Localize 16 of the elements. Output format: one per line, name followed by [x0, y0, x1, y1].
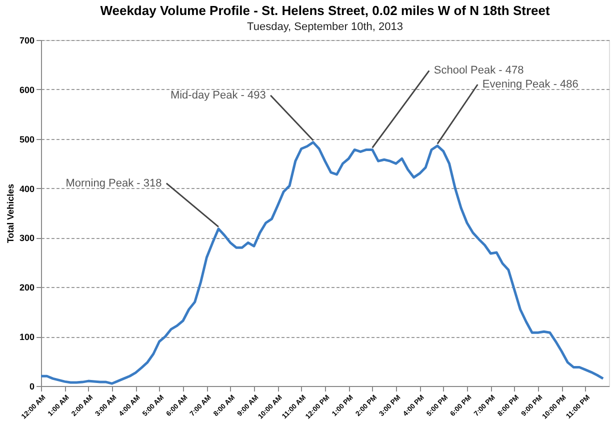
- annotation: Evening Peak - 486: [482, 78, 578, 90]
- y-axis-title: Total Vehicles: [5, 184, 16, 244]
- y-tick-label: 600: [19, 84, 34, 95]
- annotation: Morning Peak - 318: [66, 177, 162, 190]
- y-tick-label: 300: [19, 233, 34, 244]
- chart-subtitle: Tuesday, September 10th, 2013: [247, 21, 403, 33]
- y-tick-label: 700: [19, 36, 34, 46]
- y-tick-label: 0: [29, 382, 34, 392]
- annotation: Mid-day Peak - 493: [170, 89, 266, 102]
- line-series: [40, 141, 604, 385]
- y-tick-label: 200: [19, 282, 34, 293]
- y-tick-label: 500: [19, 134, 34, 144]
- chart-title: Weekday Volume Profile - St. Helens Street, 0.02 miles W of N 18th Street: [100, 3, 550, 18]
- annotation: School Peak - 478: [434, 64, 524, 77]
- y-tick-label: 400: [19, 184, 34, 194]
- y-tick-label: 100: [19, 332, 34, 342]
